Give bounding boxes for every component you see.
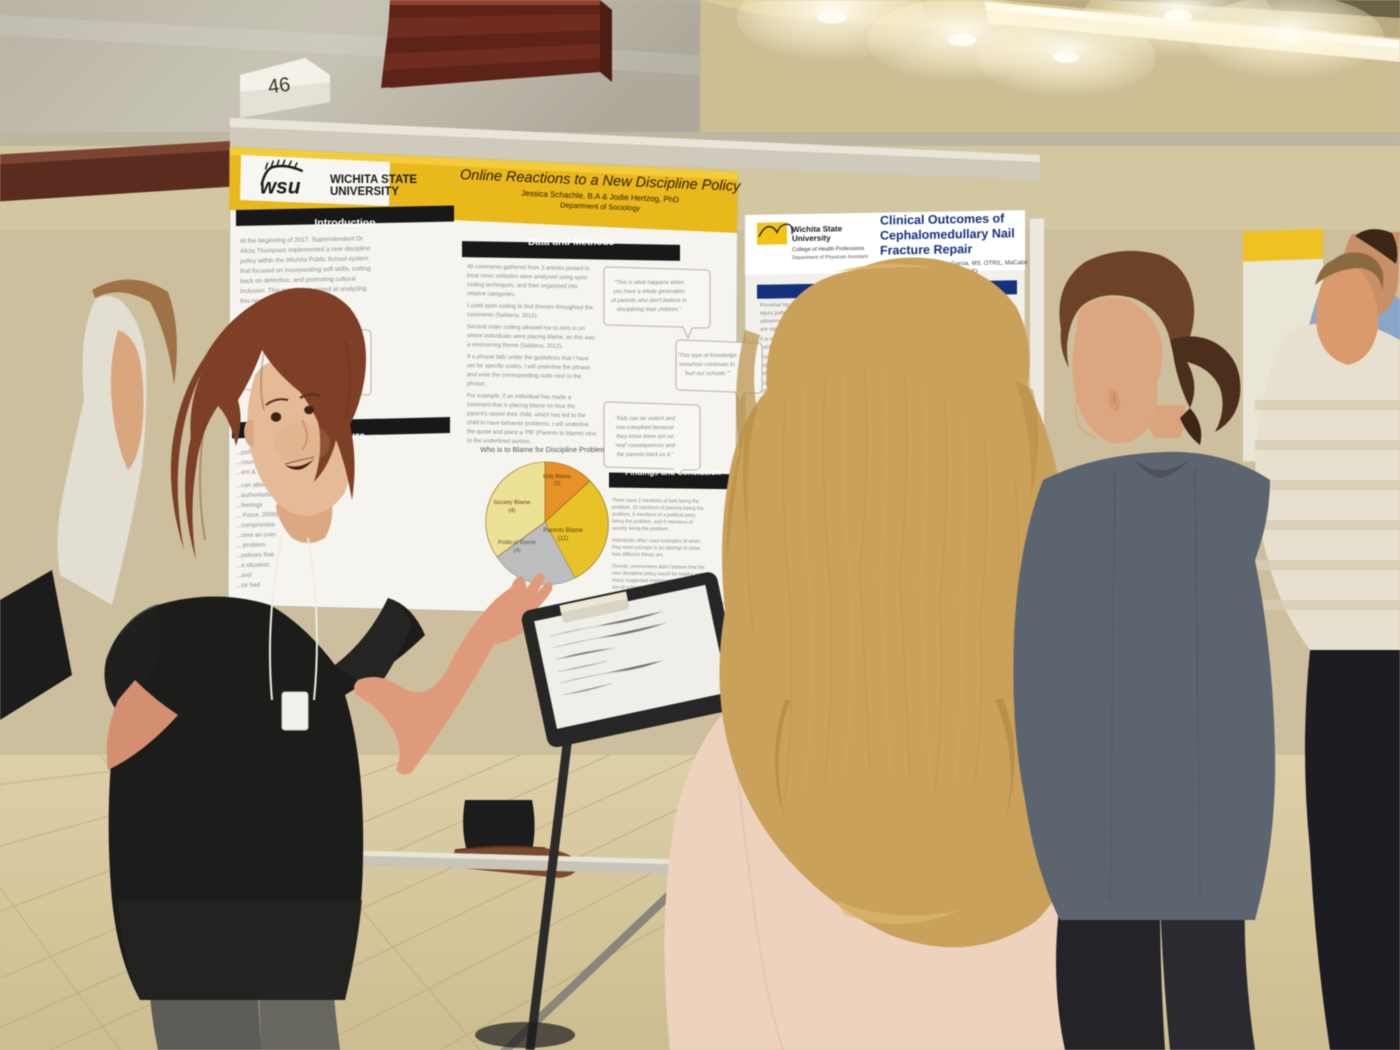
svg-text:"Kids can be violent and: "Kids can be violent and [615, 416, 676, 422]
svg-text:"This is what happens when: "This is what happens when [614, 280, 683, 286]
svg-text:(2): (2) [554, 481, 561, 487]
svg-text:relative categories.: relative categories. [467, 291, 516, 298]
svg-text:Political Blame: Political Blame [498, 540, 536, 546]
svg-text:'hurt our schools.'": 'hurt our schools.'" [684, 371, 730, 377]
svg-text:problem, 6 mentions of a polit: problem, 6 mentions of a political party [612, 512, 696, 519]
svg-text:College of Health Professions: College of Health Professions [792, 246, 865, 253]
svg-text:disciplining their children.": disciplining their children." [617, 307, 682, 313]
svg-text:to the underlined portion.: to the underlined portion. [467, 438, 532, 445]
svg-text:Society Blame: Society Blame [493, 500, 530, 506]
svg-text:Who is to Blame for Discipline: Who is to Blame for Discipline Problems [480, 445, 610, 454]
svg-text:There were 2 mentions of kids: There were 2 mentions of kids being the [612, 498, 699, 505]
svg-text:being the problem, and 6 menti: being the problem, and 6 mentions of [612, 519, 693, 526]
svg-text:Wichita State: Wichita State [792, 224, 843, 234]
svg-text:(4): (4) [513, 548, 520, 554]
svg-text:comments (Saldana, 2012).: comments (Saldana, 2012). [467, 312, 539, 319]
svg-text:...compromise: ...compromise [236, 521, 275, 529]
svg-text:...ior had: ...ior had [236, 582, 261, 590]
svg-text:phrase.: phrase. [467, 381, 487, 387]
svg-text:they know there are no: they know there are no [617, 434, 674, 440]
svg-text:University: University [792, 233, 831, 243]
svg-text:they were younger in an attemp: they were younger in an attempt to show [612, 545, 701, 552]
svg-text:"This type of knowledge: "This type of knowledge [677, 353, 736, 359]
svg-text:WICHITA STATE: WICHITA STATE [330, 174, 417, 186]
svg-text:Fracture Repair: Fracture Repair [880, 242, 973, 258]
svg-text:the parents back us it.": the parents back us it." [617, 452, 675, 458]
svg-text:...a situation,: ...a situation, [236, 561, 271, 569]
svg-text:you have a whole generation: you have a whole generation [612, 289, 685, 295]
svg-text:... problem.: ... problem. [236, 541, 267, 549]
svg-text:...feelings: ...feelings [236, 502, 262, 510]
svg-text:society being the problem.: society being the problem. [612, 526, 669, 533]
svg-text:... Force, 2008).: ... Force, 2008). [236, 511, 280, 519]
svg-text:(11): (11) [558, 536, 568, 542]
svg-text:46: 46 [267, 74, 292, 99]
svg-text:...and: ...and [236, 572, 252, 579]
svg-text:non-compliant because: non-compliant because [616, 425, 674, 431]
svg-text:UNIVERSITY: UNIVERSITY [330, 186, 399, 198]
svg-text:(4): (4) [508, 508, 515, 514]
svg-text:Kids Blame: Kids Blame [543, 474, 571, 480]
svg-text:'real' consequences and: 'real' consequences and [615, 443, 676, 449]
svg-text:Findings and Conclusion: Findings and Conclusion [625, 468, 721, 477]
svg-text:Clinical Outcomes of: Clinical Outcomes of [880, 211, 1005, 227]
svg-text:...ome an over-: ...ome an over- [236, 531, 278, 539]
svg-text:Cephalomedullary Nail: Cephalomedullary Nail [880, 226, 1015, 242]
svg-text:Parents Blame: Parents Blame [543, 528, 583, 534]
svg-text:somehow continues to: somehow continues to [679, 362, 735, 368]
svg-text:wsu: wsu [260, 176, 301, 199]
svg-text:Introduction: Introduction [314, 217, 375, 229]
svg-text:Individuals often used example: Individuals often used examples of when [612, 538, 700, 545]
svg-text:how different things are.: how different things are. [612, 552, 664, 559]
svg-text:of parents who don't believe i: of parents who don't believe in [611, 298, 686, 304]
svg-text:...policies that: ...policies that [236, 551, 274, 559]
svg-text:Data and Methods: Data and Methods [528, 237, 615, 248]
